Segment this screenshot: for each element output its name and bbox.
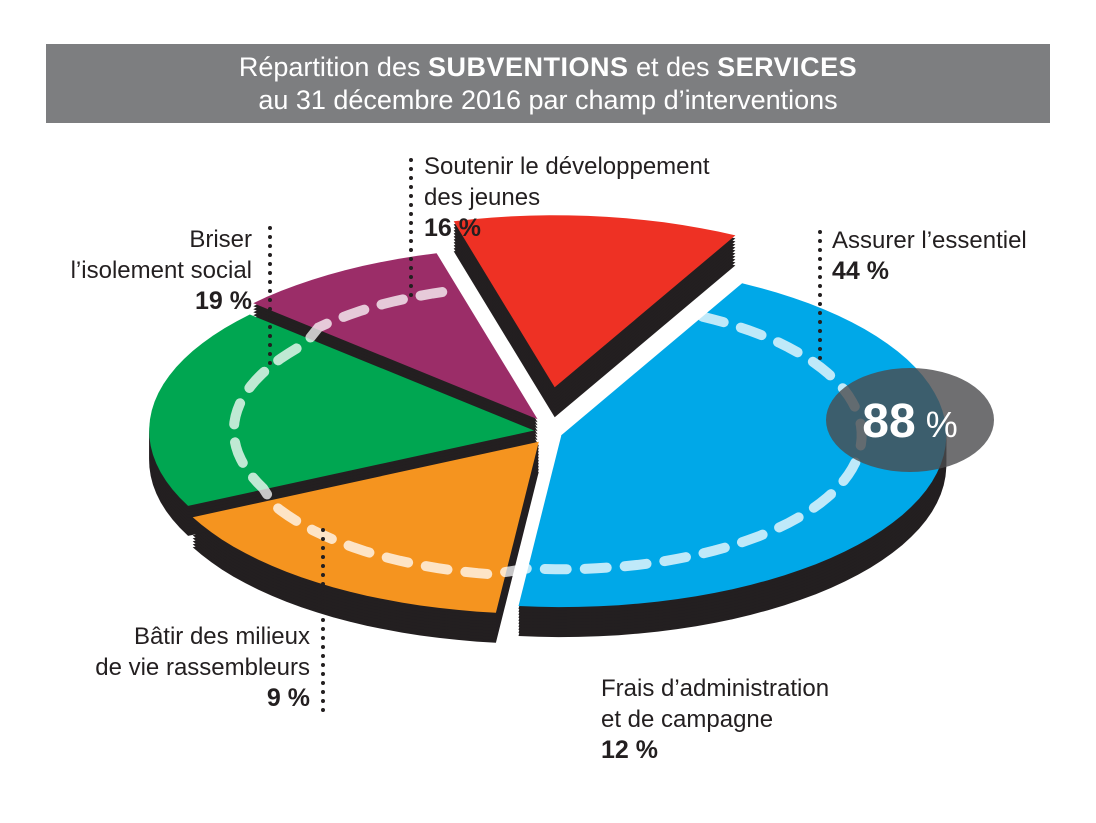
- dashed-ring: [228, 284, 867, 580]
- label-frais-pct: 12 %: [601, 736, 658, 764]
- chart-title: Répartition des SUBVENTIONS et des SERVI…: [46, 44, 1050, 123]
- label-assurer-pct: 44 %: [832, 257, 889, 285]
- label-briser-pct: 19 %: [195, 287, 252, 315]
- label-soutenir: Soutenir le développement des jeunes 16 …: [424, 151, 710, 244]
- label-batir-line2: de vie rassembleurs: [95, 654, 310, 681]
- title-line-2: au 31 décembre 2016 par champ d’interven…: [258, 85, 838, 115]
- label-soutenir-line2: des jeunes: [424, 184, 541, 211]
- label-assurer: Assurer l’essentiel 44 %: [832, 225, 1027, 287]
- title-line-1: Répartition des SUBVENTIONS et des SERVI…: [46, 51, 1050, 84]
- dashed-ring-path: [228, 284, 867, 580]
- label-briser-line2: l’isolement social: [70, 257, 252, 284]
- title-bold-services: SERVICES: [717, 52, 858, 82]
- title-text-2: et des: [628, 52, 718, 82]
- slice-assurer: [518, 283, 947, 608]
- title-bold-subventions: SUBVENTIONS: [427, 52, 629, 82]
- label-batir-pct: 9 %: [266, 684, 310, 712]
- slice-frais: [453, 215, 736, 388]
- total-badge-value: 88: [862, 395, 915, 448]
- label-frais: Frais d’administration et de campagne 12…: [601, 673, 829, 766]
- slice-batir: [253, 253, 538, 420]
- total-badge: 88 %: [826, 368, 994, 472]
- label-briser-line1: Briser: [189, 226, 252, 253]
- label-frais-line1: Frais d’administration: [601, 675, 830, 702]
- title-text-1: Répartition des: [238, 52, 428, 82]
- label-assurer-line1: Assurer l’essentiel: [832, 227, 1027, 254]
- label-briser: Briser l’isolement social 19 %: [20, 224, 252, 317]
- leader-lines: [268, 158, 822, 714]
- total-badge-text: 88 %: [862, 395, 957, 448]
- label-batir: Bâtir des milieux de vie rassembleurs 9 …: [40, 621, 310, 714]
- label-frais-line2: et de campagne: [601, 706, 774, 733]
- label-batir-line1: Bâtir des milieux: [133, 623, 310, 650]
- label-soutenir-pct: 16 %: [424, 214, 481, 242]
- total-badge-ellipse: [826, 368, 994, 472]
- total-badge-unit: %: [916, 404, 958, 445]
- pie-slices: [149, 215, 947, 643]
- label-soutenir-line1: Soutenir le développement: [424, 153, 710, 180]
